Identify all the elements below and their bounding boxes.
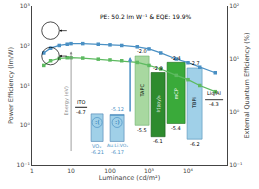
svg-text:-2.0: -2.0 (137, 48, 147, 54)
svg-text:10⁰: 10⁰ (20, 121, 31, 128)
svg-text:10⁻¹: 10⁻¹ (229, 161, 243, 168)
svg-text:PE: 50.2 lm W⁻¹ & EQE: 19.9%: PE: 50.2 lm W⁻¹ & EQE: 19.9% (100, 13, 192, 20)
svg-text:mCP: mCP (173, 88, 179, 99)
svg-text:Energy (eV): Energy (eV) (63, 86, 70, 116)
svg-text:10⁴: 10⁴ (183, 167, 194, 174)
svg-text:10¹: 10¹ (229, 55, 240, 62)
svg-text:Au:Li:VOₓ: Au:Li:VOₓ (107, 143, 128, 148)
svg-text:Luminance (cd/m²): Luminance (cd/m²) (99, 174, 161, 182)
svg-text:TAPC: TAPC (139, 83, 145, 97)
svg-text:Power Efficiency (lm/W): Power Efficiency (lm/W) (7, 47, 15, 124)
svg-text:10⁻¹: 10⁻¹ (17, 161, 31, 168)
svg-text:1: 1 (30, 167, 34, 174)
svg-text:-5.5: -5.5 (137, 127, 147, 133)
svg-text:10: 10 (67, 167, 75, 174)
svg-text:External Quantum Efficiency (%: External Quantum Efficiency (%) (243, 32, 251, 138)
svg-text:10²: 10² (229, 2, 240, 9)
svg-text:-6.17: -6.17 (111, 149, 124, 155)
svg-text:10³: 10³ (144, 167, 155, 174)
svg-text:-2.4: -2.4 (171, 55, 181, 61)
svg-text:Liq/Al: Liq/Al (207, 90, 221, 97)
svg-text:10²: 10² (20, 42, 31, 49)
svg-text:-4.7: -4.7 (76, 109, 86, 115)
svg-text:VOₓ: VOₓ (92, 143, 102, 149)
svg-text:-4.3: -4.3 (209, 101, 219, 107)
svg-text:10¹: 10¹ (20, 82, 31, 89)
svg-text:10³: 10³ (20, 2, 31, 9)
svg-text::(: :( (95, 119, 100, 125)
svg-text:-5.12: -5.12 (111, 106, 124, 112)
svg-text:-6.1: -6.1 (153, 138, 163, 144)
svg-text:-2.7: -2.7 (190, 60, 200, 66)
svg-text:10⁰: 10⁰ (229, 108, 240, 115)
svg-text:-6.2: -6.2 (190, 141, 200, 147)
svg-text:-6.21: -6.21 (91, 149, 104, 155)
svg-text:-5.4: -5.4 (171, 125, 181, 131)
svg-text:100: 100 (104, 167, 116, 174)
svg-text:-2.9: -2.9 (153, 65, 163, 71)
svg-text:ITO: ITO (77, 99, 86, 105)
svg-text:TBPi: TBPi (191, 97, 197, 109)
svg-text::): :) (115, 119, 120, 125)
svg-text:Ir(ppy)₃: Ir(ppy)₃ (156, 95, 161, 112)
